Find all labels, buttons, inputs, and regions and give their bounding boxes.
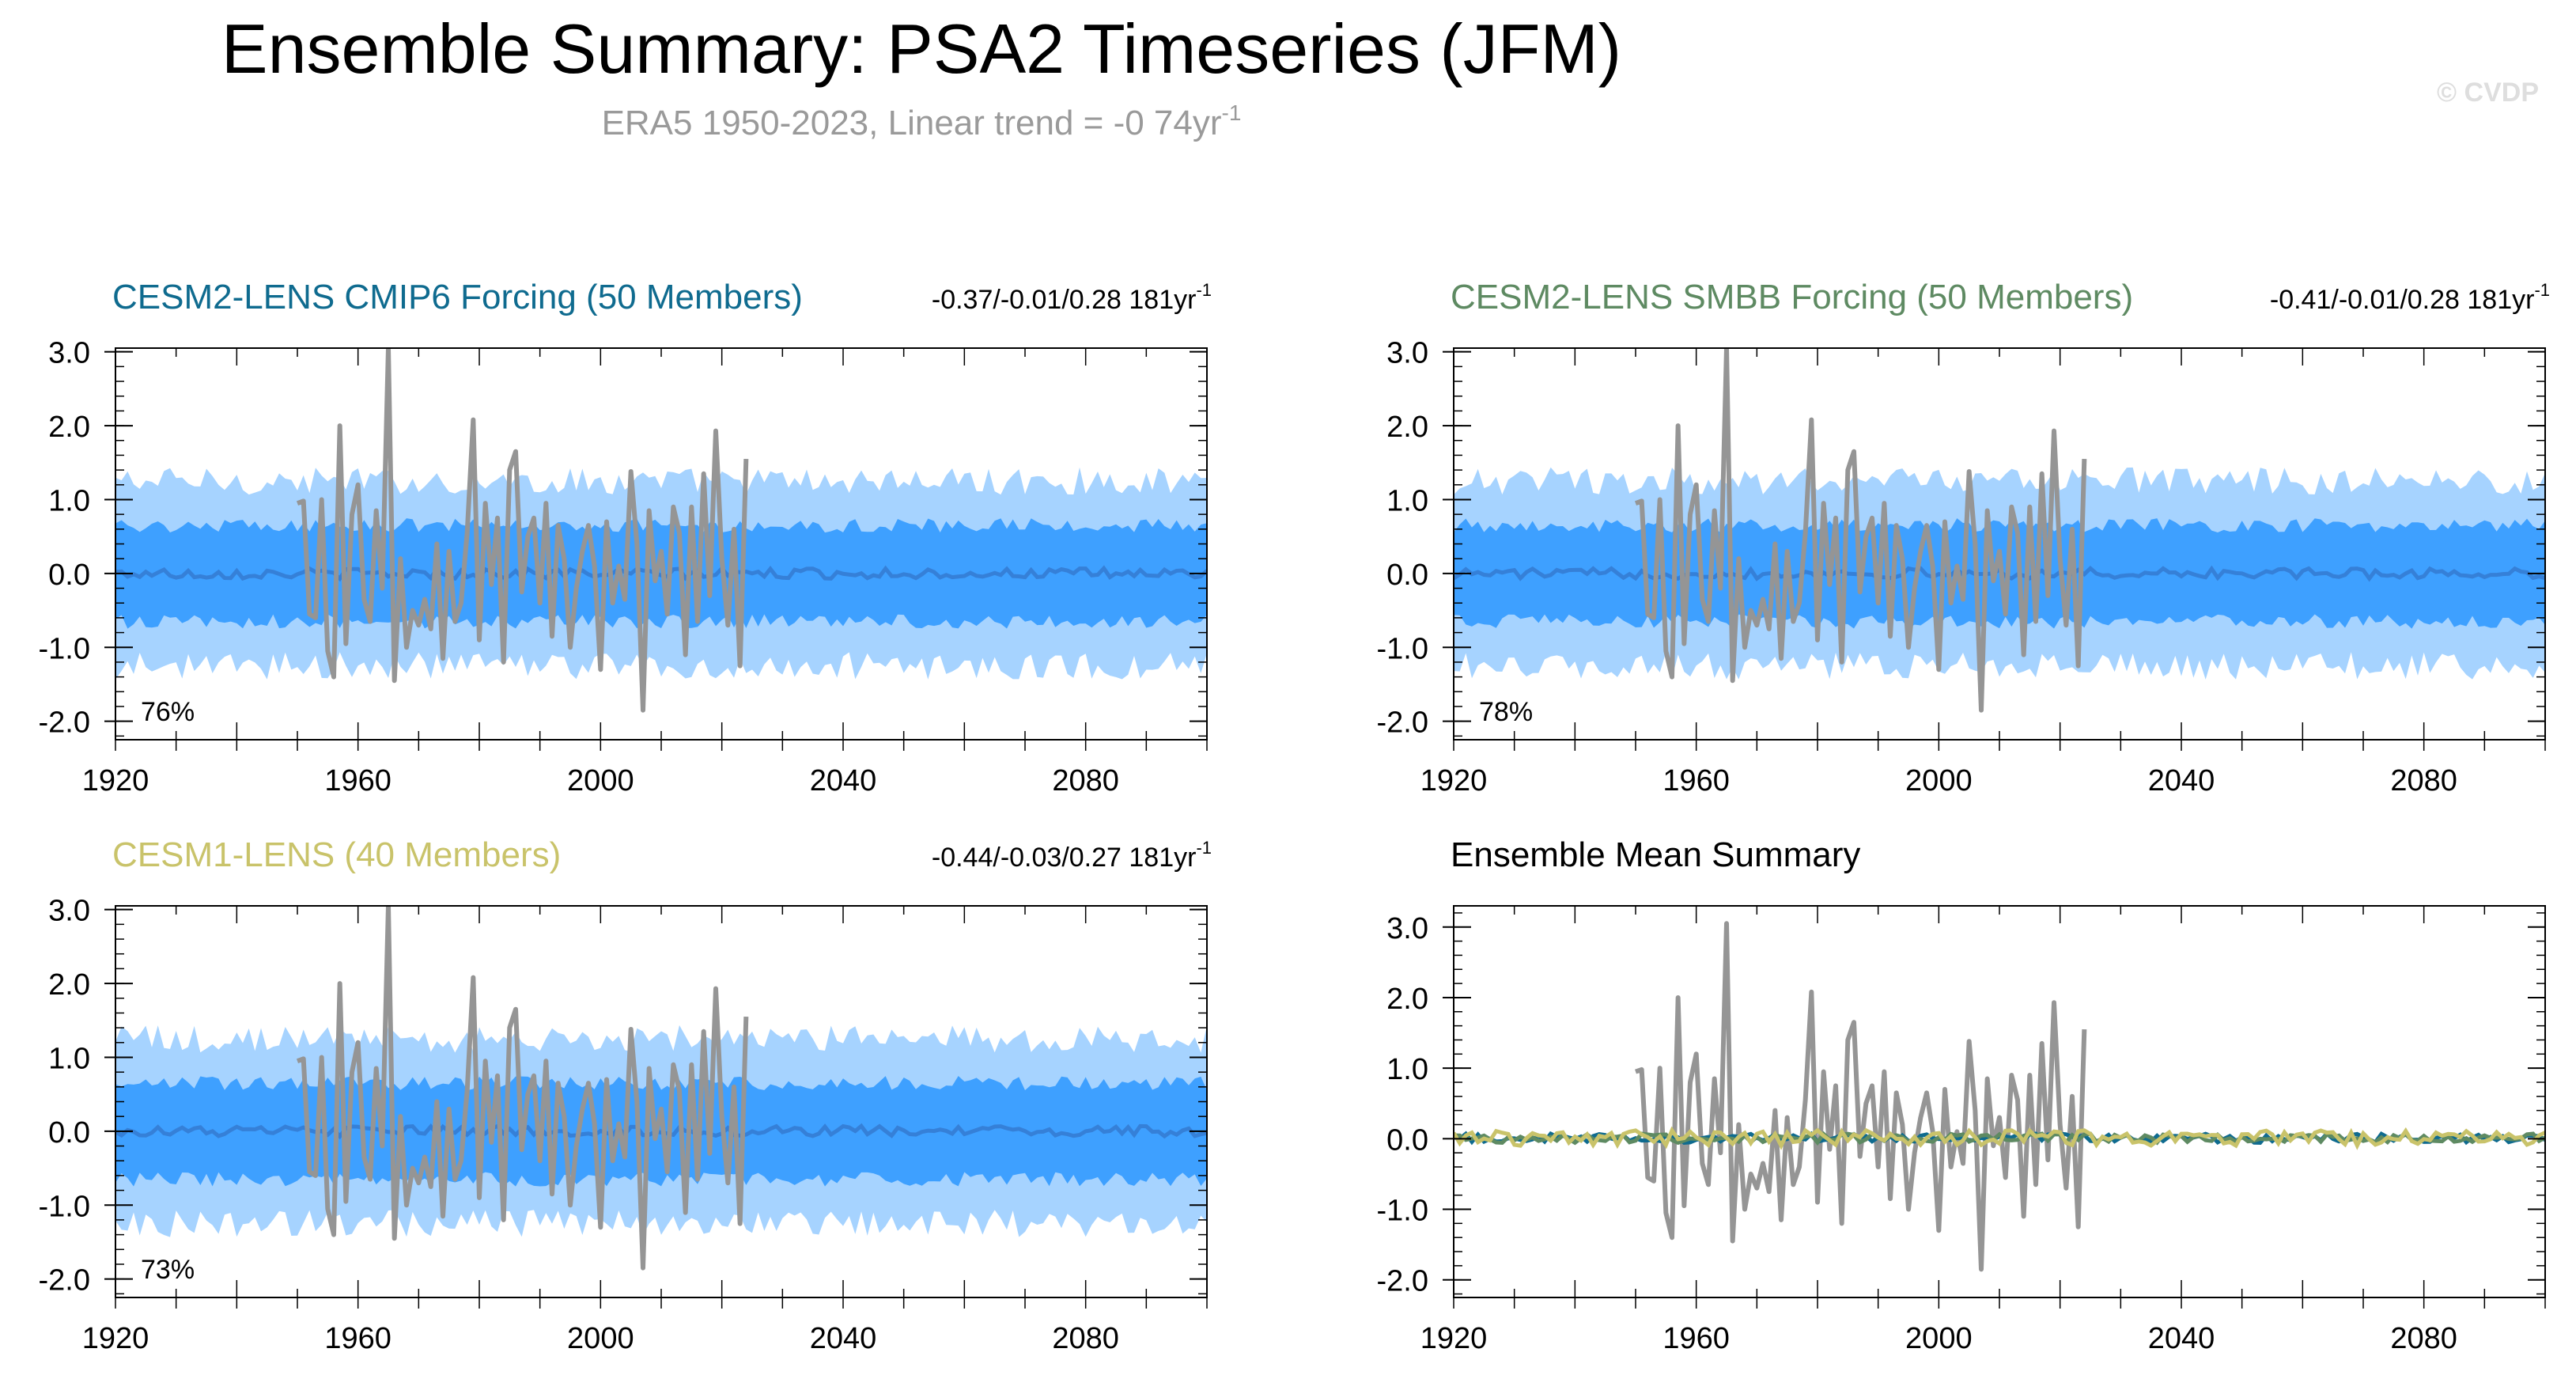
y-tick-label: 1.0 <box>1386 1053 1428 1086</box>
x-tick-label: 1960 <box>1662 764 1730 797</box>
panels-group: 3.0 2.0 1.0 0.0 -1.0 -2.0 1920 1960 2000 2040 2080… <box>39 278 2550 1355</box>
x-tick-label: 2040 <box>2148 1322 2215 1355</box>
y-tick-label: -1.0 <box>39 1190 90 1223</box>
y-tick-label: 2.0 <box>48 411 90 444</box>
ensemble-mean-smbb-line <box>1454 1131 2545 1146</box>
x-tick-label: 2000 <box>1905 1322 1973 1355</box>
x-tick-label: 1920 <box>82 764 149 797</box>
panel-percent-label: 73% <box>141 1255 195 1285</box>
chart-panel-4: 3.0 2.0 1.0 0.0 -1.0 -2.0 1920 1960 2000 2040 2080… <box>1377 835 2546 1355</box>
plot-area <box>115 906 1207 1271</box>
y-tick-label: -2.0 <box>39 1264 90 1297</box>
x-tick-label: 2000 <box>1905 764 1973 797</box>
x-tick-label: 1920 <box>82 1322 149 1355</box>
observed-line <box>296 906 749 1271</box>
panel-title: CESM1-LENS (40 Members) <box>112 835 561 874</box>
x-tick-label: 2080 <box>2390 764 2457 797</box>
x-tick-label: 2040 <box>2148 764 2215 797</box>
y-tick-label: -2.0 <box>1377 1265 1428 1298</box>
plot-frame <box>1453 905 2546 1298</box>
ensemble-mean-cesm1-line <box>1454 1126 2545 1150</box>
y-tick-label: 3.0 <box>1386 337 1428 370</box>
main-title: Ensemble Summary: PSA2 Timeseries (JFM) <box>221 9 1621 88</box>
y-tick-label: 3.0 <box>48 895 90 928</box>
subtitle-superscript: -1 <box>1222 100 1242 125</box>
observed-line <box>1635 921 2087 1272</box>
x-tick-label: 1960 <box>324 764 392 797</box>
y-tick-label: 0.0 <box>48 559 90 592</box>
observed-line <box>1634 348 2087 713</box>
y-tick-label: 2.0 <box>1386 983 1428 1016</box>
subtitle-text: ERA5 1950-2023, Linear trend = -0 74yr <box>602 104 1222 142</box>
panel-trend-stats-text: -0.44/-0.03/0.27 181yr <box>932 843 1197 873</box>
x-tick-label: 1920 <box>1420 764 1488 797</box>
chart-panel-1: 3.0 2.0 1.0 0.0 -1.0 -2.0 1920 1960 2000 2040 2080… <box>39 278 1212 797</box>
y-tick-label: -1.0 <box>39 632 90 665</box>
y-tick-label: 2.0 <box>48 968 90 1002</box>
watermark: © CVDP <box>2437 78 2539 108</box>
x-tick-label: 2000 <box>567 764 634 797</box>
panel-percent-label: 78% <box>1479 697 1533 727</box>
y-tick-label: -2.0 <box>1377 706 1428 740</box>
y-tick-label: 1.0 <box>48 1042 90 1075</box>
y-tick-label: -1.0 <box>1377 632 1428 665</box>
y-tick-label: 0.0 <box>1386 1123 1428 1157</box>
x-tick-label: 2080 <box>1052 764 1119 797</box>
x-tick-label: 2000 <box>567 1322 634 1355</box>
y-tick-label: -1.0 <box>1377 1195 1428 1228</box>
x-tick-label: 2040 <box>810 1322 877 1355</box>
x-tick-label: 1960 <box>1662 1322 1730 1355</box>
panel-trend-stats: -0.41/-0.01/0.28 181yr-1 <box>2270 280 2550 315</box>
panel-trend-stats-superscript: -1 <box>1196 280 1212 300</box>
panel-trend-stats: -0.37/-0.01/0.28 181yr-1 <box>932 280 1212 315</box>
panel-trend-stats: -0.44/-0.03/0.27 181yr-1 <box>932 838 1212 873</box>
observed-line <box>296 348 749 713</box>
y-tick-label: 1.0 <box>48 484 90 517</box>
y-tick-label: 0.0 <box>1386 559 1428 592</box>
panel-trend-stats-text: -0.41/-0.01/0.28 181yr <box>2270 285 2535 315</box>
x-tick-label: 2080 <box>1052 1322 1119 1355</box>
panel-trend-stats-superscript: -1 <box>1196 838 1212 858</box>
plot-area <box>1454 921 2545 1272</box>
plot-area <box>1454 348 2545 713</box>
x-tick-label: 2080 <box>2390 1322 2457 1355</box>
panel-title: CESM2-LENS CMIP6 Forcing (50 Members) <box>112 278 803 316</box>
x-tick-label: 2040 <box>810 764 877 797</box>
panel-title: CESM2-LENS SMBB Forcing (50 Members) <box>1451 278 2133 316</box>
x-tick-label: 1920 <box>1420 1322 1488 1355</box>
y-tick-label: 2.0 <box>1386 411 1428 444</box>
panel-trend-stats-text: -0.37/-0.01/0.28 181yr <box>932 285 1197 315</box>
panel-percent-label: 76% <box>141 697 195 727</box>
chart-panel-3: 3.0 2.0 1.0 0.0 -1.0 -2.0 1920 1960 2000 2040 2080… <box>39 835 1212 1355</box>
panel-title: Ensemble Mean Summary <box>1451 835 1860 874</box>
chart-panel-2: 3.0 2.0 1.0 0.0 -1.0 -2.0 1920 1960 2000 2040 2080… <box>1377 278 2550 797</box>
y-tick-label: -2.0 <box>39 706 90 740</box>
y-tick-label: 1.0 <box>1386 484 1428 517</box>
y-tick-label: 3.0 <box>48 337 90 370</box>
plot-area <box>115 348 1207 713</box>
x-tick-label: 1960 <box>324 1322 392 1355</box>
subtitle: ERA5 1950-2023, Linear trend = -0 74yr-1 <box>602 100 1242 142</box>
y-tick-label: 3.0 <box>1386 912 1428 945</box>
panel-trend-stats-superscript: -1 <box>2534 280 2550 300</box>
y-tick-label: 0.0 <box>48 1116 90 1150</box>
